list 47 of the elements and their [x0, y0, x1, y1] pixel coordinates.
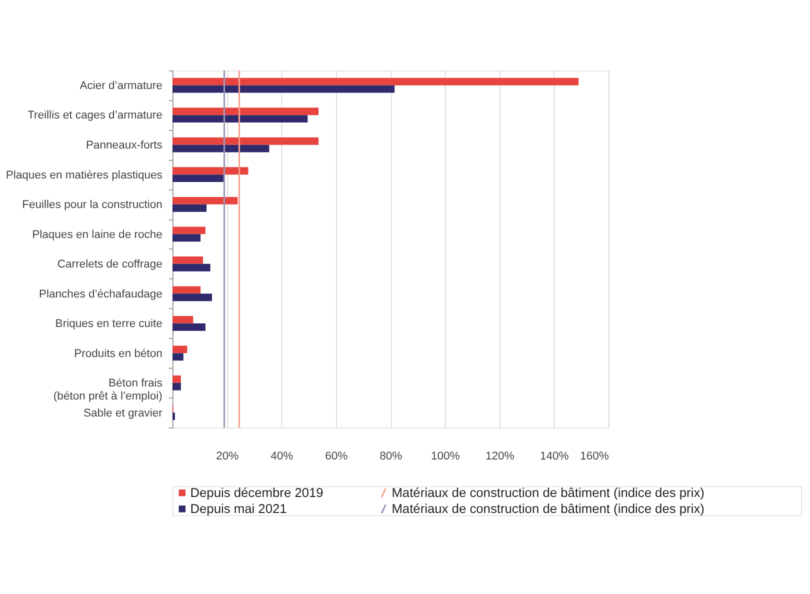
bar [172, 226, 206, 234]
bar [172, 167, 248, 175]
bar [172, 346, 188, 354]
y-tick-label: Planches d’échafaudage [38, 288, 162, 300]
bar [172, 108, 319, 116]
legend-label: Depuis mai 2021 [190, 500, 287, 516]
bar [172, 256, 203, 264]
y-tick-label: Plaques en laine de roche [32, 228, 162, 241]
x-tick-label: 100% [430, 450, 460, 462]
bar [172, 174, 224, 182]
y-tick-label: Briques en terre cuite [55, 318, 162, 330]
bar [172, 286, 201, 294]
y-tick-label: Plaques en matières plastiques [6, 169, 163, 182]
legend-label: Depuis décembre 2019 [190, 484, 324, 500]
y-tick-label: Treillis et cages d’armature [28, 110, 162, 122]
bar [172, 234, 201, 242]
bar [172, 196, 238, 204]
bar [172, 137, 319, 145]
bar [172, 294, 212, 302]
x-tick-label: 80% [380, 450, 402, 462]
x-tick-label: 140% [540, 450, 569, 462]
y-tick-label: Sable et gravier [83, 407, 163, 420]
x-tick-label: 40% [270, 450, 294, 462]
bar [172, 204, 207, 212]
bar [172, 264, 210, 272]
bar [172, 375, 181, 383]
bar [172, 144, 270, 152]
x-tick-label: 160% [580, 450, 609, 462]
bar [172, 323, 206, 331]
bar [172, 382, 181, 390]
bar [172, 316, 194, 324]
y-tick-label: Feuilles pour la construction [22, 199, 162, 212]
y-tick-label: Béton frais (béton prêt à l’emploi) [53, 378, 163, 402]
legend-label: Matériaux de construction de bâtiment (indice des prix) [392, 500, 704, 516]
y-tick-label: Produits en béton [74, 348, 162, 360]
y-tick-label: Acier d’armature [80, 80, 162, 92]
bar [172, 115, 308, 123]
bar [172, 85, 395, 93]
x-tick-label: 120% [485, 450, 514, 462]
bar [172, 412, 175, 420]
y-tick-label: Panneaux-forts [86, 139, 163, 152]
bar [172, 78, 579, 86]
y-tick-label: Carrelets de coffrage [57, 258, 162, 271]
x-tick-label: 60% [325, 450, 348, 462]
x-tick-label: 20% [216, 450, 239, 462]
bar [172, 353, 184, 361]
legend-label: Matériaux de construction de bâtiment (indice des prix) [392, 484, 704, 500]
